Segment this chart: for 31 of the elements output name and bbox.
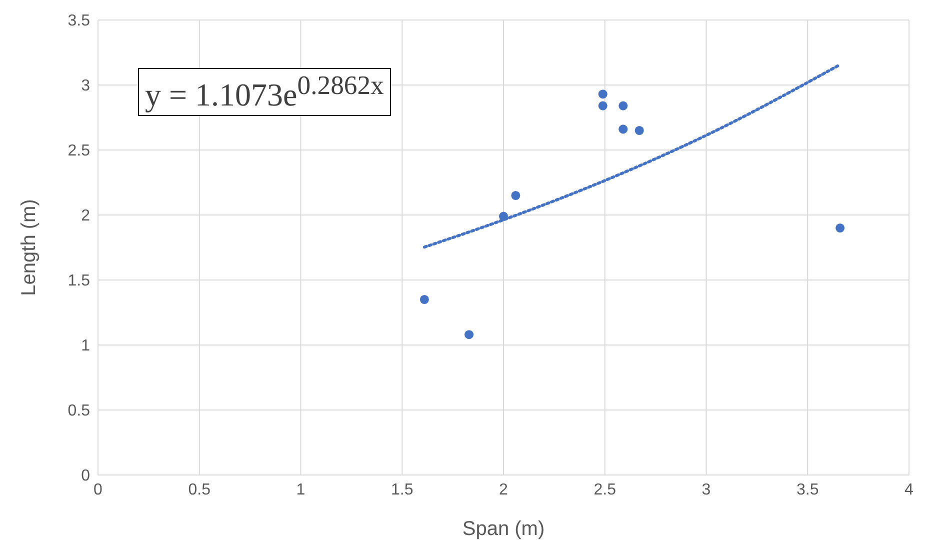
y-tick-label: 1.5 <box>68 272 90 290</box>
annotation: y = 1.1073e$^{0.2862x}$ <box>138 68 391 116</box>
y-tick-label: 1 <box>81 338 90 355</box>
y-tick-label: 3 <box>81 78 90 95</box>
point <box>598 101 608 110</box>
y-tick-label: 0.5 <box>68 402 90 420</box>
point <box>420 294 429 304</box>
point <box>598 90 608 99</box>
x-tick-label: 1 <box>296 481 306 498</box>
y-tick-label: 0 <box>81 468 90 485</box>
line-series <box>422 63 842 249</box>
x-tick-label: 0.5 <box>188 481 211 498</box>
x-tick-label: 3 <box>702 481 711 498</box>
point <box>634 126 644 136</box>
point <box>511 190 520 200</box>
point <box>464 330 474 340</box>
x-tick-label: 2 <box>499 481 508 498</box>
x-tick-label: 2.5 <box>594 481 616 498</box>
point <box>498 212 508 221</box>
point <box>836 223 845 233</box>
x-tick-label: 4 <box>904 481 914 498</box>
y-axis-title: Length (m) <box>18 199 40 296</box>
y-tick-label: 2 <box>81 208 90 225</box>
y-tick-label: 2.5 <box>68 142 90 160</box>
x-axis-title: Span (m) <box>462 518 545 540</box>
x-tick-label: 3.5 <box>796 481 819 498</box>
point <box>618 101 628 110</box>
x-tick-label: 0 <box>94 481 103 498</box>
point <box>618 124 628 134</box>
x-tick-label: 1.5 <box>391 481 414 498</box>
y-tick-label: 3.5 <box>68 12 90 30</box>
